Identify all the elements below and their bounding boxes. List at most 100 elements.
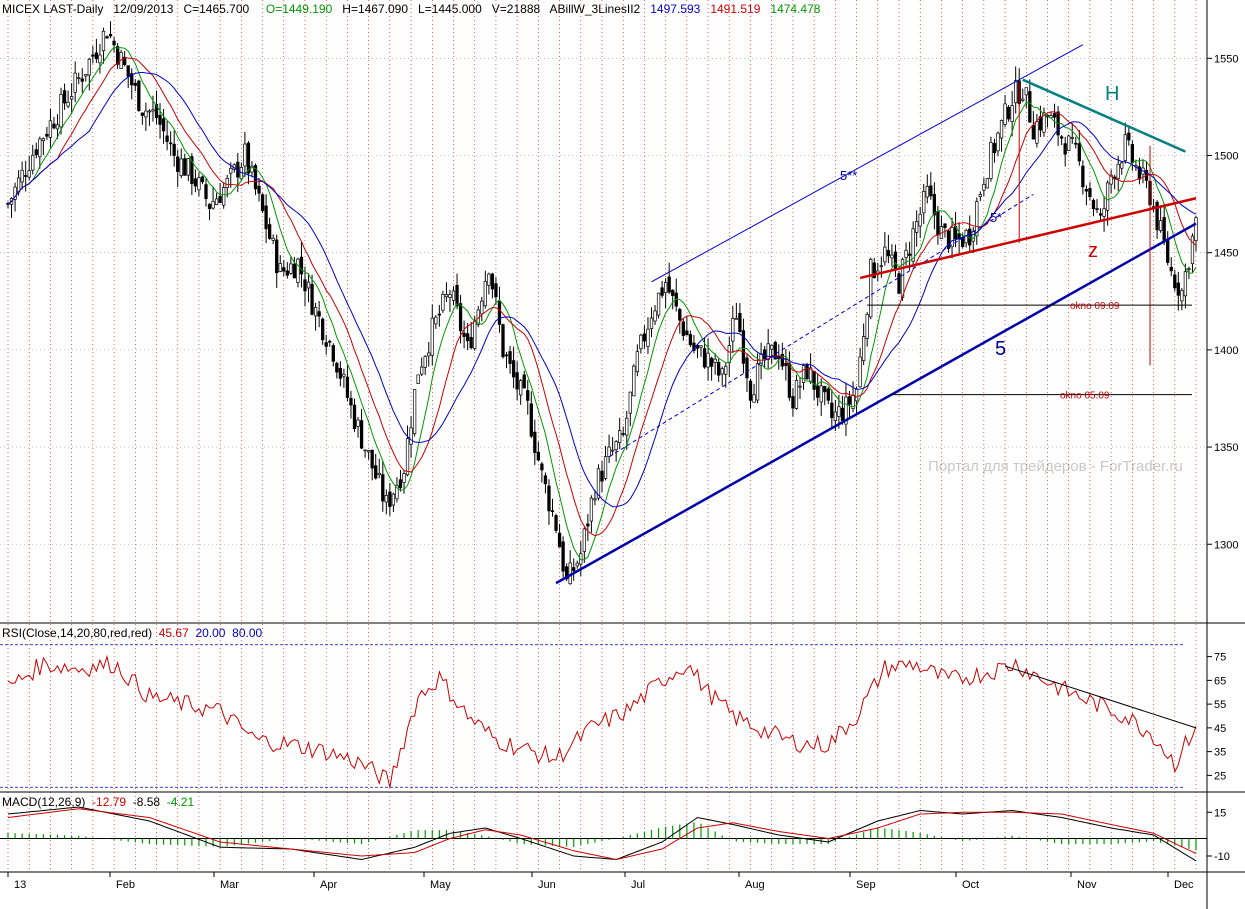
candle <box>957 233 961 240</box>
rsi-value: 45.67 <box>158 626 189 640</box>
y-tick-label: 65 <box>1214 675 1226 687</box>
candle <box>1091 199 1096 210</box>
x-tick-label: Dec <box>1174 879 1194 891</box>
candle <box>352 404 357 429</box>
candle <box>1187 268 1191 270</box>
candle <box>130 73 134 86</box>
candle <box>663 282 668 294</box>
candle <box>1077 143 1081 162</box>
candle <box>299 256 304 275</box>
candle <box>564 566 569 580</box>
candle <box>264 205 268 230</box>
candle <box>780 354 784 367</box>
candle <box>943 223 947 228</box>
candle <box>1031 124 1036 140</box>
candle <box>87 58 91 76</box>
candle <box>13 186 17 200</box>
candle <box>840 407 845 421</box>
price-panel: okno 09.09 okno 05.09 Hz 5 5** 5* <box>6 21 1198 585</box>
candle <box>501 324 505 358</box>
candle <box>572 567 576 572</box>
candle <box>561 541 565 572</box>
candle <box>667 276 671 293</box>
candle <box>154 103 159 119</box>
candle <box>1070 137 1074 139</box>
candle <box>702 348 707 368</box>
candle <box>1183 271 1188 297</box>
macd-hist-value: -4.21 <box>166 795 195 809</box>
watermark: Портал для трейдеров - ForTrader.ru <box>928 458 1183 475</box>
candle <box>671 289 675 296</box>
candle <box>861 336 866 362</box>
candle <box>374 465 378 479</box>
candle <box>1052 113 1057 118</box>
candle <box>52 123 56 129</box>
candle <box>356 419 360 427</box>
candle <box>1162 217 1166 242</box>
candle <box>720 368 724 375</box>
candle <box>151 109 155 112</box>
candle <box>363 449 367 452</box>
candle <box>879 265 883 268</box>
candle <box>172 143 176 156</box>
candle <box>642 333 647 342</box>
rsi-high: 80.00 <box>232 626 263 640</box>
candle <box>342 373 346 377</box>
y-tick-label: 1450 <box>1214 248 1238 260</box>
candle <box>427 352 431 357</box>
candle <box>1155 201 1159 231</box>
candle <box>727 345 731 363</box>
candle <box>586 523 590 527</box>
candle <box>724 365 728 375</box>
candle <box>773 341 777 360</box>
candle <box>886 249 891 257</box>
open-label: O=1449.190 <box>265 2 333 16</box>
symbol-label: MICEX LAST-Daily <box>2 2 104 16</box>
candle <box>798 385 802 388</box>
candle <box>321 318 325 341</box>
candle <box>536 451 541 461</box>
candle <box>289 263 293 274</box>
candle <box>614 441 618 451</box>
candle <box>787 362 792 398</box>
macd-value: -12.79 <box>92 795 127 809</box>
candle <box>222 187 226 206</box>
x-tick-label: Feb <box>116 879 135 891</box>
candle <box>441 294 445 311</box>
candle <box>635 351 640 373</box>
candle <box>349 397 353 406</box>
candle <box>303 279 307 292</box>
x-tick-label: Nov <box>1077 879 1097 891</box>
candle <box>377 472 381 476</box>
candle <box>890 254 894 259</box>
candle <box>847 396 852 405</box>
candle <box>621 433 625 435</box>
y-tick-label: 1350 <box>1214 442 1238 454</box>
candle <box>409 427 413 445</box>
candle <box>282 267 286 272</box>
wave-label: H <box>1105 83 1119 105</box>
candle <box>519 380 523 396</box>
candle <box>62 90 67 104</box>
candle <box>511 360 516 378</box>
candle <box>731 318 735 342</box>
x-tick-label: Apr <box>320 879 337 891</box>
macd-macd-line <box>7 806 1197 862</box>
candle <box>706 352 710 368</box>
candle <box>1035 121 1039 144</box>
candle <box>989 142 993 179</box>
date-label: 12/09/2013 <box>113 2 174 16</box>
candle <box>267 224 272 239</box>
candle <box>186 158 190 176</box>
candle <box>1130 144 1135 163</box>
candle <box>1084 189 1089 192</box>
candle <box>695 345 700 349</box>
candle <box>1166 240 1170 263</box>
candle <box>1176 282 1180 296</box>
candle <box>193 178 198 187</box>
candle <box>1088 188 1092 198</box>
chart-header: MICEX LAST-Daily 12/09/2013 C=1465.700 O… <box>2 2 820 16</box>
candle <box>91 54 95 57</box>
candle <box>494 283 498 298</box>
